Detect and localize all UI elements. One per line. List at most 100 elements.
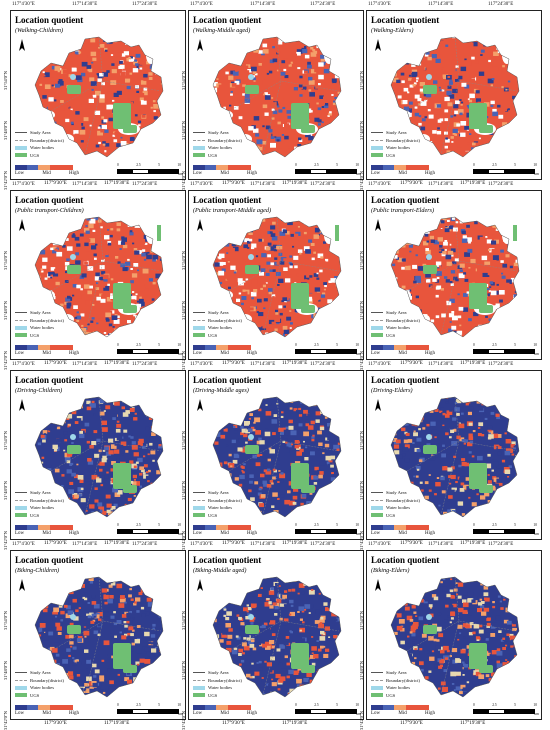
color-ramp <box>371 705 429 710</box>
panel-title: Location quotient <box>15 15 83 25</box>
north-arrow-icon <box>19 399 25 411</box>
color-ramp <box>193 525 251 530</box>
panel-title: Location quotient <box>371 555 439 565</box>
longitude-label: 117°4'30"E <box>368 362 391 367</box>
longitude-label-bottom: 117°9'30"E <box>44 361 67 366</box>
panel-subtitle: (Driving-Middle ages) <box>193 387 273 394</box>
longitude-label-bottom: 117°19'30"E <box>282 541 307 546</box>
longitude-label: 117°24'30"E <box>310 362 335 367</box>
ugs-patch <box>301 665 315 673</box>
panel-subtitle: (Public transport-Elders) <box>371 207 451 214</box>
legend-water: Water bodies <box>193 324 242 332</box>
latitude-label: 31°42'0"N <box>181 351 186 370</box>
north-arrow-icon <box>375 219 381 231</box>
water-body <box>248 614 254 620</box>
longitude-label: 117°4'30"E <box>12 2 35 7</box>
longitude-label: 117°14'30"E <box>428 2 453 7</box>
legend-boundary: Boundary(district) <box>193 497 242 505</box>
scale-bar <box>295 529 357 534</box>
latitude-label: 31°54'0"N <box>359 71 364 90</box>
legend-study-area: Study Area <box>371 309 420 317</box>
color-ramp <box>371 525 429 530</box>
scale-bar <box>473 529 535 534</box>
scale-bar <box>117 169 179 174</box>
map-panel: Location quotient(Biking-Children)Study … <box>10 550 186 720</box>
longitude-label: 117°24'30"E <box>310 542 335 547</box>
legend-water: Water bodies <box>15 324 64 332</box>
color-ramp <box>193 345 251 350</box>
latitude-label: 31°48'0"N <box>359 301 364 320</box>
panel-subtitle: (Biking-Elders) <box>371 567 451 574</box>
legend-study-area: Study Area <box>15 489 64 497</box>
panel-subtitle: (Walking-Children) <box>15 27 95 34</box>
ugs-patch <box>67 625 81 634</box>
color-ramp <box>15 345 73 350</box>
legend-water: Water bodies <box>371 684 420 692</box>
legend-water: Water bodies <box>371 144 420 152</box>
longitude-label: 117°4'30"E <box>368 182 391 187</box>
ugs-patch <box>245 265 259 274</box>
legend-ugs: UGS <box>15 692 64 700</box>
longitude-label: 117°14'30"E <box>428 362 453 367</box>
legend-study-area: Study Area <box>193 669 242 677</box>
water-body <box>426 254 432 260</box>
color-ramp <box>371 345 429 350</box>
ugs-patch <box>479 485 493 493</box>
north-arrow-icon <box>197 219 203 231</box>
longitude-label-bottom: 117°19'30"E <box>104 361 129 366</box>
legend-boundary: Boundary(district) <box>15 677 64 685</box>
ugs-patch <box>479 125 493 133</box>
longitude-label: 117°24'30"E <box>132 542 157 547</box>
north-arrow-icon <box>197 39 203 51</box>
map-panel: Location quotient(Public transport-Elder… <box>366 190 542 360</box>
ugs-patch <box>67 445 81 454</box>
ugs-patch <box>301 125 315 133</box>
map-panel: Location quotient(Driving-Middle ages)St… <box>188 370 364 540</box>
ugs-patch <box>123 485 137 493</box>
latitude-label: 31°54'0"N <box>181 251 186 270</box>
legend-ugs: UGS <box>15 512 64 520</box>
ugs-patch <box>423 85 437 94</box>
panel-title: Location quotient <box>193 15 261 25</box>
latitude-label: 31°48'0"N <box>181 661 186 680</box>
longitude-label-bottom: 117°9'30"E <box>44 721 67 726</box>
legend-ugs: UGS <box>193 152 242 160</box>
longitude-label-bottom: 117°9'30"E <box>400 541 423 546</box>
scale-unit: km <box>534 532 539 536</box>
longitude-label: 117°14'30"E <box>250 2 275 7</box>
latitude-label: 31°42'0"N <box>3 171 8 190</box>
ugs-patch <box>67 85 81 94</box>
legend-ugs: UGS <box>193 692 242 700</box>
longitude-label-bottom: 117°19'30"E <box>282 181 307 186</box>
legend-study-area: Study Area <box>371 489 420 497</box>
longitude-label-bottom: 117°9'30"E <box>44 541 67 546</box>
water-body <box>70 74 76 80</box>
water-body <box>426 614 432 620</box>
longitude-label: 117°24'30"E <box>132 362 157 367</box>
scale-bar <box>473 709 535 714</box>
water-body <box>70 434 76 440</box>
color-ramp <box>193 705 251 710</box>
latitude-label: 31°48'0"N <box>359 121 364 140</box>
longitude-label: 117°4'30"E <box>12 362 35 367</box>
legend-boundary: Boundary(district) <box>15 317 64 325</box>
ugs-patch <box>67 265 81 274</box>
ugs-patch <box>423 625 437 634</box>
legend-ugs: UGS <box>371 512 420 520</box>
latitude-label: 31°54'0"N <box>359 251 364 270</box>
scale-bar <box>473 349 535 354</box>
longitude-label: 117°4'30"E <box>12 182 35 187</box>
